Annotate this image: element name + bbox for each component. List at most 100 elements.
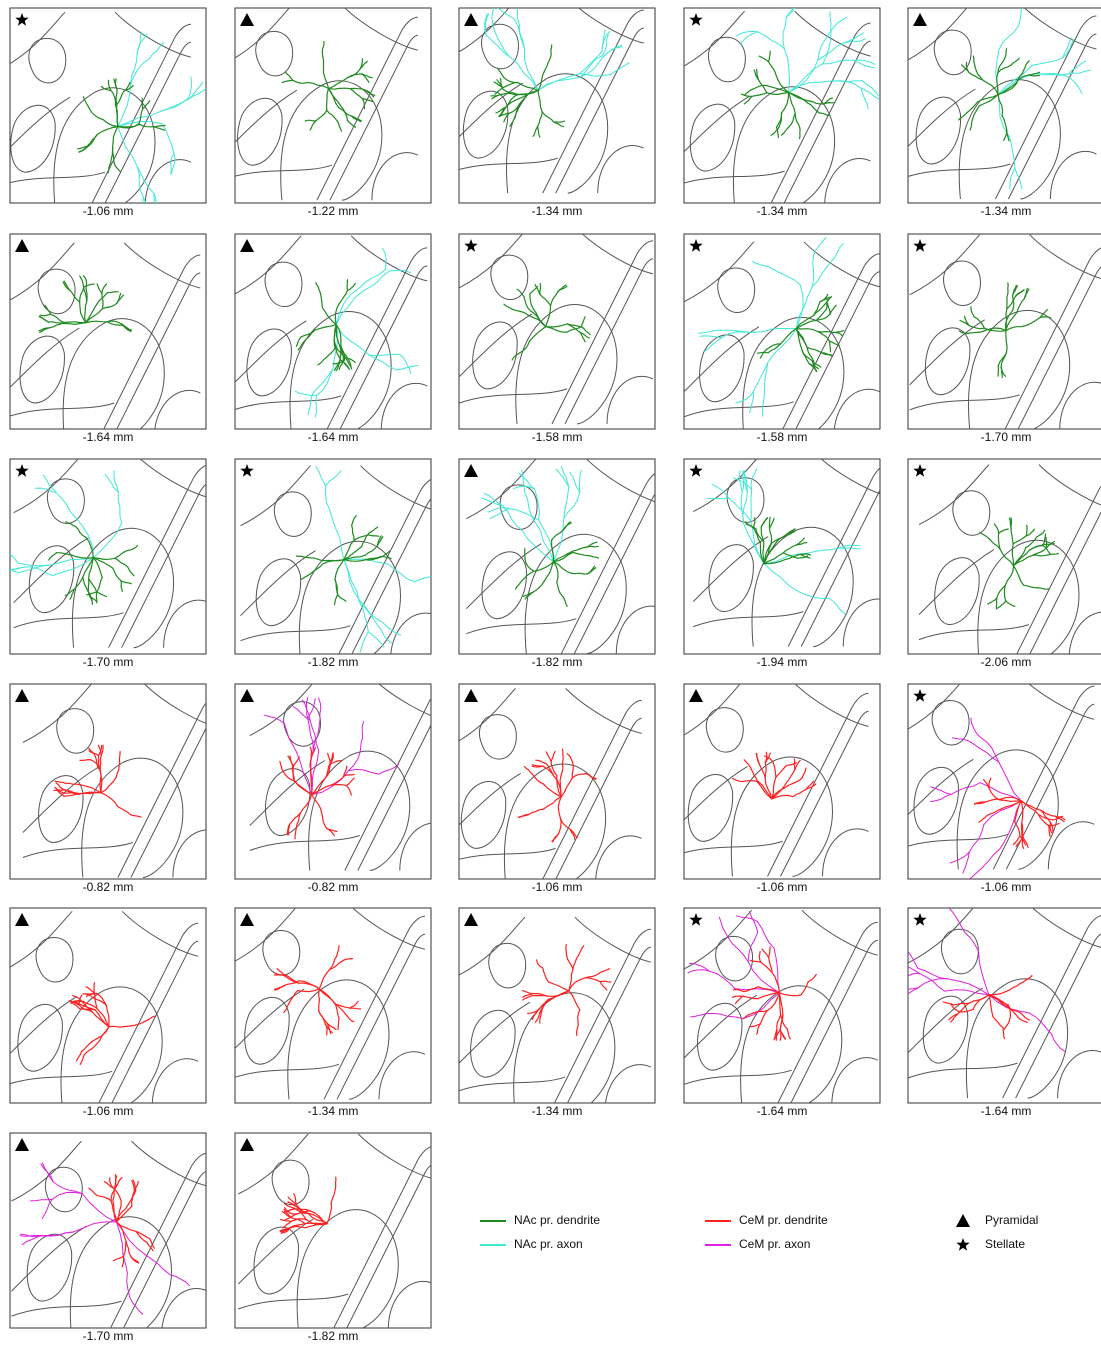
region-outline — [10, 242, 75, 301]
neuron — [522, 944, 612, 1036]
neurite — [948, 908, 962, 926]
neurite — [70, 1002, 81, 1010]
neuron — [698, 237, 845, 417]
neurite — [346, 119, 357, 128]
neurite — [79, 1004, 96, 1011]
neurite — [512, 485, 536, 490]
cell-type-symbol — [240, 464, 254, 477]
neurite — [815, 308, 828, 321]
neurite — [602, 46, 623, 58]
neurite — [817, 42, 845, 61]
region-outline — [908, 1062, 1018, 1079]
neurite — [752, 84, 769, 90]
neurite — [996, 585, 1006, 599]
neurite — [853, 59, 876, 65]
neurite — [1014, 167, 1023, 190]
neurite — [813, 304, 826, 317]
region-outline — [770, 22, 871, 203]
neurite — [552, 561, 559, 584]
neurite — [335, 287, 361, 326]
region-outline — [459, 388, 568, 404]
panel-content — [235, 908, 426, 1100]
neurite — [795, 328, 808, 349]
neurite — [860, 87, 880, 101]
panel — [9, 907, 207, 1104]
region-outline — [908, 684, 961, 730]
neurite — [516, 288, 525, 298]
neurite — [367, 631, 385, 648]
neurite — [107, 162, 112, 174]
neurite — [522, 995, 534, 1001]
panel — [458, 7, 656, 204]
neurite — [740, 93, 753, 97]
neurite — [327, 77, 348, 90]
neurite — [1005, 324, 1028, 332]
neurite — [536, 959, 544, 969]
panel-content — [10, 910, 199, 1103]
neurite — [806, 347, 815, 362]
neurite — [324, 1023, 333, 1034]
region-outline — [144, 159, 192, 203]
region-outline — [326, 247, 428, 429]
neurite — [750, 489, 753, 522]
neurite — [314, 324, 337, 331]
neurite — [334, 302, 340, 326]
neurite — [376, 536, 384, 547]
neurite — [983, 841, 1005, 867]
neurite — [330, 775, 345, 786]
neurite — [349, 1007, 362, 1010]
neurite — [753, 517, 756, 529]
region-outline — [1068, 611, 1101, 654]
neurite — [1004, 309, 1014, 332]
neurite — [523, 765, 533, 775]
neurite — [742, 470, 748, 494]
neurite — [1014, 821, 1021, 837]
neurite — [1020, 800, 1042, 811]
region-outline — [10, 1070, 113, 1085]
neurite — [334, 345, 342, 361]
region-outline — [615, 605, 655, 654]
neurite — [283, 723, 298, 753]
neurite — [988, 994, 1008, 1008]
neurite — [343, 539, 355, 561]
neurite — [115, 1176, 123, 1188]
panel-label: -1.22 mm — [308, 204, 359, 218]
neurite — [361, 532, 370, 548]
region-outline — [249, 684, 313, 736]
region-outline — [801, 909, 878, 956]
neurite — [283, 1002, 290, 1013]
neurite — [785, 8, 795, 18]
neurite — [987, 597, 998, 605]
neurite — [862, 80, 879, 97]
neurite — [112, 125, 119, 149]
region-outline — [399, 822, 431, 871]
neurite — [599, 968, 611, 974]
neurite — [581, 326, 591, 336]
neurite — [361, 97, 374, 103]
neurite — [756, 351, 769, 354]
neurite — [1049, 821, 1053, 834]
region-outline — [235, 235, 302, 295]
region-outline — [922, 995, 969, 1064]
neurite — [998, 25, 1019, 51]
neurite — [767, 85, 790, 94]
neurite — [555, 468, 570, 488]
panel-content — [459, 234, 654, 425]
neuron — [517, 748, 597, 843]
neurite — [957, 112, 968, 121]
neurite — [10, 566, 24, 571]
panel-content — [459, 8, 644, 194]
neurite — [788, 59, 819, 93]
neurite — [586, 565, 596, 575]
region-outline — [460, 781, 507, 849]
neurite — [327, 752, 332, 765]
neurite — [756, 1023, 761, 1035]
region-outline — [606, 375, 654, 424]
region-outline — [689, 103, 736, 172]
neurite — [988, 788, 1000, 801]
neurite — [41, 1231, 74, 1236]
panel-frame — [9, 683, 207, 880]
neurite — [766, 992, 780, 1012]
neurite — [497, 8, 515, 20]
neurite — [107, 79, 112, 92]
